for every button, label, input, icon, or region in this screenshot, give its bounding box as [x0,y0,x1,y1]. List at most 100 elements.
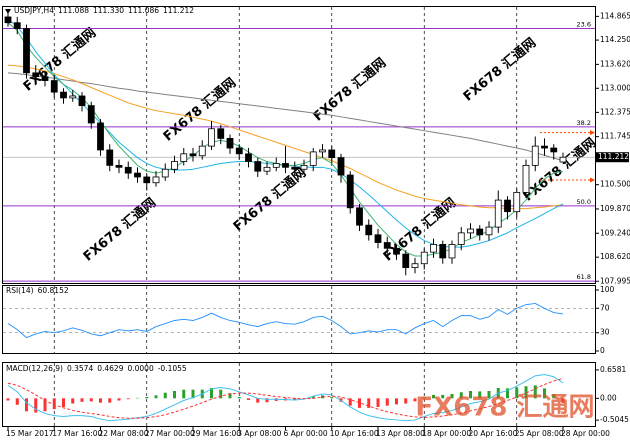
x-tick-label: 6 Apr 00:00 [284,429,328,438]
histogram-bar [515,387,519,399]
collapse-icon [5,9,11,14]
candle-body [282,163,289,168]
y-tick-label: 0.00 [600,393,617,402]
candle-body [365,224,373,236]
histogram-bar [533,385,537,399]
histogram-bar [126,398,130,400]
histogram-bar [219,389,223,399]
candle-body [439,244,447,259]
candle-body [143,176,151,184]
signal-line [7,377,564,419]
macd-line [7,374,564,422]
candle-body [309,151,317,166]
candle-body [263,166,271,172]
histogram-bar [330,397,334,399]
candle-body [152,176,160,184]
histogram-bar [15,398,19,405]
x-tick-label: 18 Apr 00:00 [422,429,471,438]
candle-body [134,172,141,178]
candle-body [41,76,49,81]
candle-body [411,263,419,268]
indicator-value: 0.4629 [97,364,123,373]
last-price-label: 111.212 [598,152,629,161]
histogram-bar [487,390,491,399]
histogram-bar [311,396,315,399]
x-tick-label: 10 Apr 16:00 [330,429,379,438]
histogram-bar [432,394,435,399]
x-tick-label: 29 Mar 16:00 [191,429,241,438]
y-tick-label: 100 [600,285,615,294]
candle-body [78,95,86,107]
candle-body [291,166,299,170]
y-tick-label: 110.500 [600,180,630,189]
candle-body [485,226,493,236]
arrow-head [590,177,595,183]
histogram-bar [71,398,75,404]
y-tick-label: 111.745 [600,132,630,141]
y-tick-label: 113.620 [600,59,630,68]
histogram-bar [450,394,454,399]
candle-body [393,247,400,255]
y-tick-label: 108.620 [600,252,630,261]
candle-body [115,164,123,168]
candle-body [235,147,243,155]
candle-body [60,91,67,99]
histogram-bar [376,398,380,407]
candle-body [208,128,215,147]
histogram-bar [459,392,463,399]
x-tick-label: 20 Apr 16:00 [469,429,518,438]
candle-body [217,128,225,139]
histogram-bar [117,398,121,401]
candle-body [189,153,197,157]
histogram-bar [441,394,445,399]
candle-body [226,138,234,149]
arrow-head [590,130,595,136]
histogram-bar [413,398,417,402]
rsi-line [7,302,564,339]
indicator-value: -0.1055 [158,364,187,373]
candle-body [430,244,437,253]
indicator-name: RSI(14) [6,286,34,295]
histogram-bar [247,398,250,401]
histogram-bar [561,398,565,403]
histogram-bar [469,390,472,399]
indicator-value: 111.330 [93,6,124,15]
histogram-bar [43,398,47,412]
histogram-bar [422,397,426,399]
histogram-bar [265,398,269,403]
candle-body [300,164,308,170]
x-tick-label: 17 Mar 16:00 [52,429,102,438]
histogram-bar [228,393,232,399]
histogram-bar [145,397,149,399]
histogram-bar [52,398,56,410]
histogram-bar [395,398,398,405]
fib-label: 38.2 [577,119,591,127]
histogram-bar [478,391,482,399]
candle-body [356,207,363,226]
x-tick-label: 25 Apr 08:00 [515,429,564,438]
fib-label: 23.6 [577,21,591,29]
histogram-bar [543,388,546,399]
y-tick-label: 109.870 [600,204,630,213]
candle-body [504,199,511,213]
candle-body [69,95,77,99]
candle-body [87,105,95,124]
macd-panel [2,362,596,427]
histogram-bar [154,395,158,399]
candle-body [124,166,132,174]
candle-body [97,122,104,151]
candle-body [346,174,354,209]
x-tick-label: 28 Apr 00:00 [561,429,610,438]
candle-body [23,28,30,74]
y-tick-label: 114.250 [600,35,630,44]
y-tick-label: 112.375 [600,107,630,116]
fib-label: 50.0 [577,198,591,206]
indicator-name: MACD(12,26,9) [6,364,63,373]
y-tick-label: 0.6581 [600,365,626,374]
candle-body [319,149,326,153]
price-panel [2,6,596,284]
y-tick-label: 113.000 [600,83,630,92]
candle-body [171,161,178,170]
candle-body [198,145,206,157]
indicator-value: 111.212 [163,6,194,15]
